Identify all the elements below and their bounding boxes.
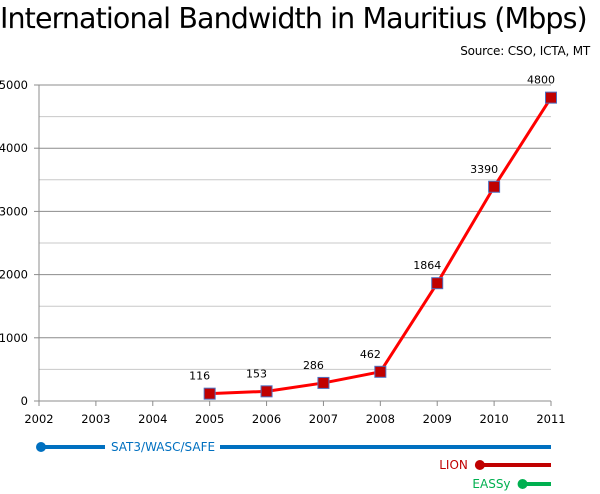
data-label: 3390 [470, 163, 498, 176]
timeline-eassy-start-dot [517, 479, 528, 489]
data-label: 1864 [413, 259, 441, 272]
y-tick-label: 3000 [0, 204, 28, 218]
data-point-marker [317, 376, 330, 389]
y-tick-label: 1000 [0, 331, 28, 345]
data-point-marker [488, 180, 501, 193]
chart-title: International Bandwidth in Mauritius (Mb… [0, 2, 588, 35]
x-tick-label: 2004 [138, 412, 167, 426]
axes: 0 1000 2000 3000 4000 5000 2002 2003 2004 2005 200… [0, 78, 566, 426]
x-tick-label: 2010 [479, 412, 508, 426]
x-tick-label: 2011 [536, 412, 565, 426]
data-point-marker [260, 385, 273, 398]
x-tick-label: 2006 [252, 412, 281, 426]
y-tick-label: 2000 [0, 268, 28, 282]
cable-timelines: SAT3/WASC/SAFE LION EASSy [36, 440, 551, 491]
data-label: 462 [360, 348, 381, 361]
series-group: 116 153 286 462 1864 3390 4800 [189, 74, 557, 400]
data-label: 286 [303, 359, 324, 372]
chart-source: Source: CSO, ICTA, MT [460, 44, 590, 58]
data-point-marker [431, 277, 444, 290]
data-label: 116 [189, 370, 210, 383]
timeline-lion-start-dot [474, 460, 485, 470]
timeline-eassy-label: EASSy [472, 477, 510, 491]
gridlines [39, 84, 551, 370]
x-tick-label: 2008 [366, 412, 395, 426]
timeline-sat3-wasc-safe-label: SAT3/WASC/SAFE [111, 440, 215, 454]
x-tick-label: 2005 [195, 412, 224, 426]
timeline-sat3-wasc-safe-start-dot [36, 442, 46, 452]
x-tick-label: 2009 [423, 412, 452, 426]
y-tick-label: 5000 [0, 78, 28, 92]
x-tick-label: 2002 [24, 412, 53, 426]
data-label: 153 [246, 367, 267, 380]
data-label: 4800 [527, 74, 555, 87]
data-point-marker [374, 365, 387, 378]
data-point-marker [545, 91, 557, 104]
x-tick-label: 2003 [81, 412, 110, 426]
data-point-marker [203, 387, 216, 400]
y-tick-label: 4000 [0, 141, 28, 155]
x-tick-label: 2007 [309, 412, 338, 426]
y-tick-label: 0 [21, 394, 28, 408]
timeline-lion-label: LION [439, 458, 468, 472]
